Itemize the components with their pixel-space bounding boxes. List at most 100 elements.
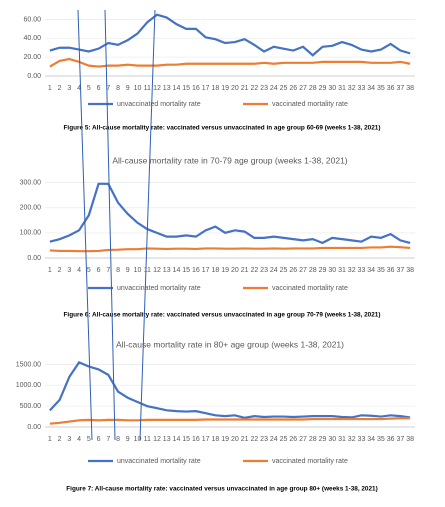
x-tick-label: 24 [270, 267, 278, 274]
chart-title: All-cause mortality rate in 70-79 age gr… [112, 155, 347, 165]
x-tick-label: 29 [319, 85, 327, 92]
x-tick-label: 18 [211, 436, 219, 443]
x-tick-label: 32 [348, 85, 356, 92]
x-tick-label: 10 [134, 436, 142, 443]
x-tick-label: 7 [106, 85, 110, 92]
x-tick-label: 8 [116, 436, 120, 443]
x-tick-label: 14 [173, 267, 181, 274]
x-tick-label: 32 [348, 436, 356, 443]
x-tick-label: 3 [67, 436, 71, 443]
x-tick-label: 15 [182, 436, 190, 443]
x-tick-label: 35 [377, 267, 385, 274]
x-tick-label: 27 [299, 436, 307, 443]
x-tick-label: 15 [182, 85, 190, 92]
x-tick-label: 13 [163, 436, 171, 443]
y-tick-label: 0.00 [27, 424, 41, 431]
x-tick-label: 10 [134, 267, 142, 274]
x-tick-label: 17 [202, 85, 210, 92]
x-tick-label: 20 [231, 85, 239, 92]
x-tick-label: 12 [153, 267, 161, 274]
y-tick-label: 100.00 [20, 230, 42, 237]
x-tick-label: 9 [126, 85, 130, 92]
x-tick-label: 33 [358, 267, 366, 274]
x-tick-label: 33 [358, 85, 366, 92]
x-tick-label: 21 [241, 267, 249, 274]
x-tick-label: 19 [221, 436, 229, 443]
x-tick-label: 30 [328, 436, 336, 443]
annotation-line [139, 9, 156, 441]
x-tick-label: 16 [192, 436, 200, 443]
y-tick-label: 20.00 [23, 54, 41, 61]
x-tick-label: 14 [173, 85, 181, 92]
x-tick-label: 4 [77, 267, 81, 274]
x-tick-label: 15 [182, 267, 190, 274]
x-tick-label: 4 [77, 85, 81, 92]
x-tick-label: 23 [260, 267, 268, 274]
x-tick-label: 7 [106, 436, 110, 443]
x-tick-label: 34 [367, 85, 375, 92]
data-line [49, 417, 411, 425]
x-tick-label: 26 [289, 267, 297, 274]
x-tick-label: 1 [48, 85, 52, 92]
x-tick-label: 17 [202, 267, 210, 274]
x-tick-label: 29 [319, 436, 327, 443]
x-tick-label: 27 [299, 267, 307, 274]
x-tick-label: 30 [328, 267, 336, 274]
figure-caption: Figure 6: All-cause mortality rate: vacc… [64, 312, 381, 319]
x-tick-label: 9 [126, 267, 130, 274]
y-tick-label: 1000.00 [16, 382, 41, 389]
x-tick-label: 2 [58, 85, 62, 92]
x-tick-label: 11 [144, 267, 151, 274]
x-tick-label: 1 [48, 267, 52, 274]
x-tick-label: 29 [319, 267, 327, 274]
x-tick-label: 6 [97, 436, 101, 443]
x-tick-label: 21 [241, 85, 249, 92]
x-tick-label: 21 [241, 436, 249, 443]
x-tick-label: 16 [192, 85, 200, 92]
x-tick-label: 16 [192, 267, 200, 274]
x-tick-label: 8 [116, 267, 120, 274]
y-tick-label: 1500.00 [16, 361, 41, 368]
figure-caption: Figure 7: All-cause mortality rate: vacc… [66, 486, 377, 493]
legend-label: unvaccinated mortality rate [117, 101, 201, 108]
x-tick-label: 8 [116, 85, 120, 92]
x-tick-label: 31 [338, 267, 346, 274]
legend-label: vaccinated mortality rate [272, 285, 348, 292]
x-tick-label: 6 [97, 267, 101, 274]
annotation-line [77, 9, 93, 441]
legend-label: vaccinated mortality rate [272, 458, 348, 465]
x-tick-label: 22 [250, 267, 258, 274]
x-tick-label: 9 [126, 436, 130, 443]
x-tick-label: 17 [202, 436, 210, 443]
x-tick-label: 20 [231, 267, 239, 274]
legend-label: vaccinated mortality rate [272, 101, 348, 108]
x-tick-label: 12 [153, 436, 161, 443]
x-tick-label: 24 [270, 436, 278, 443]
x-tick-label: 32 [348, 267, 356, 274]
x-tick-label: 25 [280, 436, 288, 443]
data-line [49, 360, 411, 419]
figure-caption: Figure 5: All-cause mortality rate: vacc… [64, 125, 381, 132]
x-tick-label: 19 [221, 267, 229, 274]
x-tick-label: 4 [77, 436, 81, 443]
x-tick-label: 13 [163, 267, 171, 274]
y-tick-label: 0.00 [27, 73, 41, 80]
y-tick-label: 200.00 [20, 205, 42, 212]
x-tick-label: 33 [358, 436, 366, 443]
x-tick-label: 35 [377, 436, 385, 443]
x-tick-label: 27 [299, 85, 307, 92]
annotation-line [104, 9, 116, 441]
x-tick-label: 23 [260, 436, 268, 443]
x-tick-label: 35 [377, 85, 385, 92]
x-tick-label: 10 [134, 85, 142, 92]
x-tick-label: 36 [387, 267, 395, 274]
x-tick-label: 7 [106, 267, 110, 274]
x-tick-label: 5 [87, 436, 91, 443]
x-tick-label: 31 [338, 85, 346, 92]
x-tick-label: 22 [250, 436, 258, 443]
data-line [49, 57, 411, 68]
x-tick-label: 5 [87, 267, 91, 274]
y-tick-label: 60.00 [23, 16, 41, 23]
